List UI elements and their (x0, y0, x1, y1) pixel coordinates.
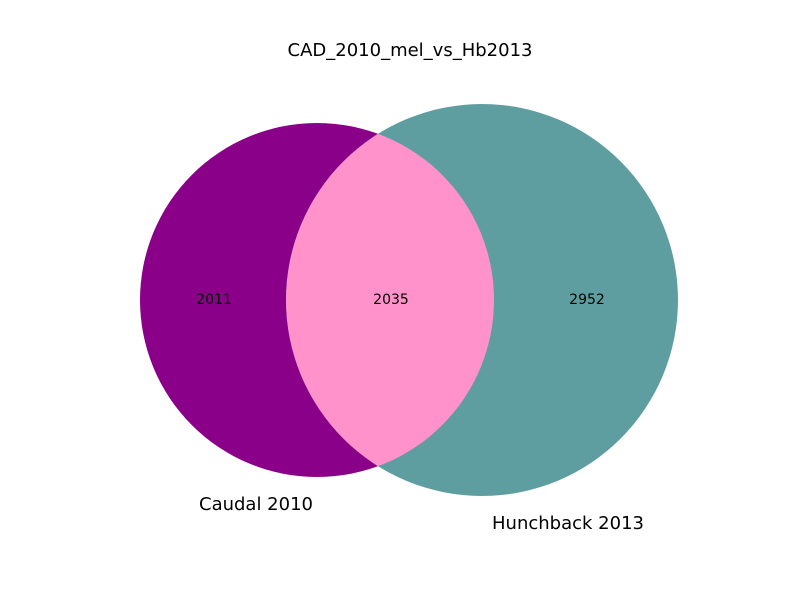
set-b-only-count: 2952 (569, 292, 605, 308)
set-a-only-count: 2011 (196, 292, 232, 308)
diagram-title: CAD_2010_mel_vs_Hb2013 (288, 40, 533, 61)
intersection-count: 2035 (373, 292, 409, 308)
intersection-region (286, 123, 494, 477)
set-a-label: Caudal 2010 (199, 494, 313, 515)
set-b-label: Hunchback 2013 (492, 513, 644, 534)
